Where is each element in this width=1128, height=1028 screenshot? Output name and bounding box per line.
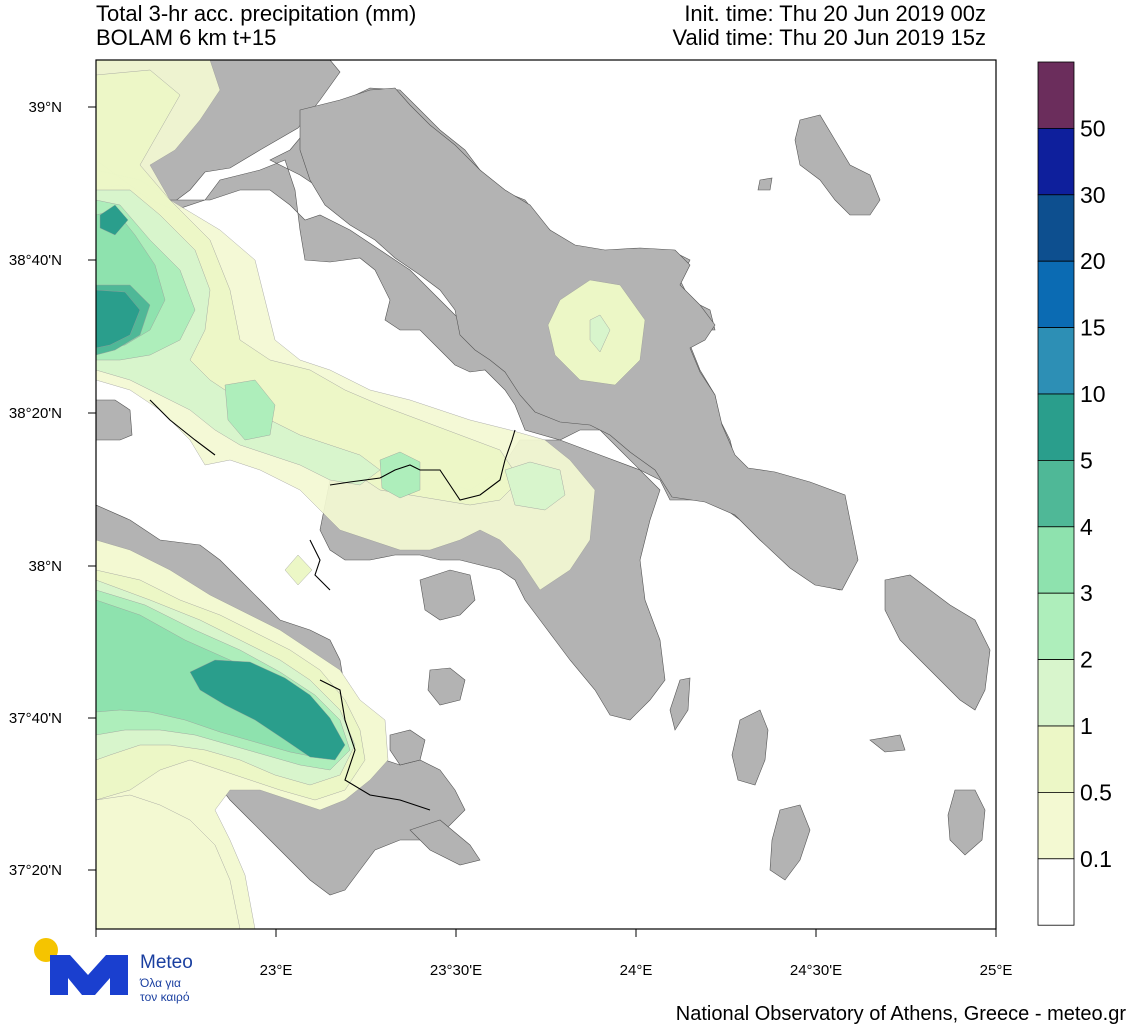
precip-band-1-attica: [504, 461, 566, 511]
precip-band-1-euboea: [589, 314, 611, 353]
logo-name: Meteo: [140, 952, 193, 973]
precip-band-1-salamis: [284, 554, 313, 586]
colorbar-swatch: [1037, 526, 1075, 594]
map-title: Total 3-hr acc. precipitation (mm): [96, 1, 417, 26]
land-kea: [731, 709, 769, 786]
lat-label-38-20: 38°20'N: [9, 405, 62, 422]
lon-label-23-30: 23°30'E: [430, 962, 482, 979]
land-makronisos: [669, 677, 691, 731]
land-small-island-2: [757, 177, 773, 191]
precip-band-1-sw-south: [96, 794, 241, 929]
title-block: Total 3-hr acc. precipitation (mm) BOLAM…: [96, 2, 416, 50]
time-block: Init. time: Thu 20 Jun 2019 00z Valid ti…: [673, 2, 987, 50]
lat-label-38-40: 38°40'N: [9, 252, 62, 269]
colorbar-label: 1: [1080, 713, 1093, 739]
land-small-island-1: [869, 734, 906, 753]
lat-labels: 39°N 38°40'N 38°20'N 38°N 37°40'N 37°20'…: [9, 99, 62, 879]
precip-band-5-sw: [189, 659, 346, 761]
colorbar-swatch: [1037, 393, 1075, 461]
lon-label-23: 23°E: [260, 962, 293, 979]
land-salamis: [419, 569, 476, 621]
model-label: BOLAM 6 km t+15: [96, 25, 277, 50]
land-tinos: [947, 789, 986, 856]
init-time: Init. time: Thu 20 Jun 2019 00z: [684, 1, 986, 26]
logo-tagline-2: τον καιρό: [140, 990, 190, 1004]
colorbar-swatch: [1037, 260, 1075, 329]
colorbar-swatch: [1037, 459, 1075, 528]
colorbar-swatch: [1037, 659, 1075, 727]
credit-text: National Observatory of Athens, Greece -…: [675, 1003, 1126, 1025]
colorbar-swatch: [1037, 194, 1075, 262]
land-hydra: [409, 819, 481, 866]
colorbar-label: 3: [1080, 580, 1093, 606]
land-andros: [884, 574, 991, 711]
colorbar-label: 0.5: [1080, 779, 1112, 805]
precip-band-2-boeotia: [379, 451, 421, 499]
lat-ticks: [88, 106, 96, 871]
border-line-north: [149, 399, 216, 456]
border-line-west: [309, 539, 331, 591]
colorbar-swatch: [1037, 327, 1075, 395]
land-west-peninsula: [96, 399, 133, 441]
colorbar-swatch: [1037, 725, 1075, 793]
colorbar-swatch: [1037, 792, 1075, 860]
lat-label-39: 39°N: [28, 99, 62, 116]
colorbar-label: 10: [1080, 381, 1106, 407]
lon-labels: 23°E 23°30'E 24°E 24°30'E 25°E: [260, 962, 1013, 979]
lon-label-24: 24°E: [620, 962, 653, 979]
land-poros: [389, 729, 426, 766]
precip-band-5-nw: [96, 289, 141, 349]
land-kythnos: [769, 804, 811, 881]
precip-layer: [96, 60, 646, 929]
colorbar-label: 20: [1080, 248, 1106, 274]
lat-label-37-20: 37°20'N: [9, 862, 62, 879]
colorbar-label: 0.1: [1080, 846, 1112, 872]
colorbar-swatch: [1037, 127, 1075, 196]
m-logo-icon: [50, 955, 128, 995]
colorbar-label: 30: [1080, 182, 1106, 208]
map-layers: [96, 60, 991, 929]
colorbar-label: 15: [1080, 315, 1106, 341]
border-line-central: [329, 429, 516, 501]
logo-tagline-1: Όλα για: [139, 976, 181, 990]
colorbar-swatch: [1037, 592, 1075, 661]
colorbar-swatch: [1037, 858, 1075, 926]
colorbar-swatch: [1037, 61, 1075, 129]
lat-label-38: 38°N: [28, 558, 62, 575]
meteo-logo: Meteo Όλα για τον καιρό: [34, 938, 193, 1004]
precip-band-2-center: [224, 379, 276, 441]
border-lines: [149, 399, 516, 811]
colorbar-label: 50: [1080, 115, 1106, 141]
colorbar: 50 30 20 15 10 5 4 3 2 1 0.5 0.1: [1037, 61, 1112, 926]
land-skyros: [794, 114, 881, 216]
border-line-south: [319, 679, 431, 811]
valid-time: Valid time: Thu 20 Jun 2019 15z: [672, 25, 987, 50]
land-aegina: [427, 667, 466, 706]
precip-band-5-nw-small: [99, 204, 129, 236]
colorbar-label: 2: [1080, 647, 1093, 673]
lon-label-25: 25°E: [980, 962, 1013, 979]
lat-label-37-40: 37°40'N: [9, 710, 62, 727]
colorbar-label: 5: [1080, 447, 1093, 473]
map-frame: [95, 59, 997, 930]
colorbar-label: 4: [1080, 514, 1093, 540]
lon-label-24-30: 24°30'E: [790, 962, 842, 979]
lon-ticks: [95, 929, 997, 937]
